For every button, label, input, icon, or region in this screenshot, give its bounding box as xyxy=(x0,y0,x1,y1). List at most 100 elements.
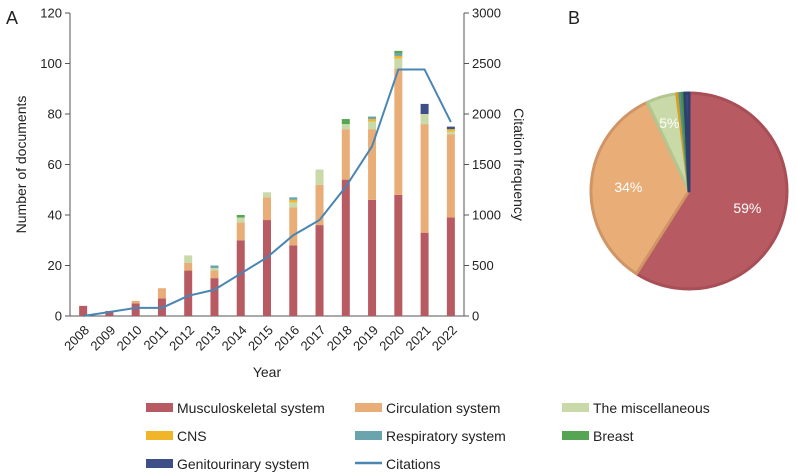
bar-segment xyxy=(368,119,377,122)
bar-segment xyxy=(131,300,140,304)
x-tick-label: 2014 xyxy=(219,322,250,353)
y-tick-label: 80 xyxy=(48,107,62,122)
panel-label-a: A xyxy=(6,8,18,28)
bar-segment xyxy=(184,262,193,271)
x-tick-label: 2010 xyxy=(114,322,145,353)
bar-segment xyxy=(368,199,377,316)
bar-segment xyxy=(263,220,271,316)
bar-segment xyxy=(79,305,88,316)
y-tick-label: 40 xyxy=(48,208,62,223)
legend-label: Citations xyxy=(386,456,440,472)
x-tick-label: 2019 xyxy=(350,322,381,353)
legend-label: The miscellaneous xyxy=(593,400,710,416)
citations-line xyxy=(82,68,452,317)
x-tick-label: 2015 xyxy=(245,322,276,353)
bar-segment xyxy=(210,265,219,269)
y2-tick-label: 500 xyxy=(472,258,494,273)
y-tick-label: 0 xyxy=(55,309,62,324)
legend-label: Breast xyxy=(593,428,634,444)
bar-segment xyxy=(446,217,455,316)
bar-segment xyxy=(420,124,429,233)
bar-segment xyxy=(394,68,403,195)
pie-slice-label: 59% xyxy=(733,200,761,216)
x-tick-label: 2018 xyxy=(324,322,355,353)
legend: Musculoskeletal system Circulation system… xyxy=(146,400,710,472)
bar-segment xyxy=(446,126,455,130)
x-tick-label: 2011 xyxy=(141,322,171,352)
y2-tick-label: 2000 xyxy=(472,107,501,122)
y-axis-title: Number of documents xyxy=(13,96,29,234)
y2-axis-title: Citation frequency xyxy=(511,108,527,221)
y2-tick-label: 2500 xyxy=(472,56,501,71)
x-tick-label: 2013 xyxy=(192,322,223,353)
x-tick-label: 2008 xyxy=(61,322,92,353)
x-tick-label: 2012 xyxy=(166,322,197,353)
bar-segment xyxy=(394,53,403,56)
y-tick-label: 120 xyxy=(40,6,62,21)
bar-segment xyxy=(446,129,455,132)
y2-tick-label: 1000 xyxy=(472,208,501,223)
bar-segment xyxy=(131,303,140,316)
legend-label: Circulation system xyxy=(386,400,500,416)
legend-swatch xyxy=(146,431,173,440)
bar-segment xyxy=(446,134,455,218)
y2-tick-label: 1500 xyxy=(472,157,501,172)
x-tick-label: 2016 xyxy=(271,322,302,353)
y-tick-label: 20 xyxy=(48,258,62,273)
legend-swatch xyxy=(355,431,382,440)
pie-slice-label: 34% xyxy=(614,179,642,195)
bar-segment xyxy=(341,179,350,316)
pie-slice xyxy=(683,91,691,193)
bar-segment xyxy=(157,288,166,299)
pie-slice xyxy=(634,91,789,291)
bar-segment xyxy=(236,222,245,241)
x-tick-label: 2020 xyxy=(376,322,407,353)
y2-tick-label: 3000 xyxy=(472,6,501,21)
bar-segment xyxy=(289,202,298,208)
legend-label: Genitourinary system xyxy=(177,456,309,472)
bar-segment xyxy=(315,184,324,226)
bar-segment xyxy=(394,50,403,54)
bar-segment xyxy=(263,192,271,198)
bar-chart: 0 20 40 60 80 100 120 0 500 1000 1500 2000 2500 3000 2… xyxy=(13,6,527,381)
bar-segment xyxy=(368,129,377,200)
bar-segment xyxy=(236,217,245,223)
x-tick-label: 2022 xyxy=(429,322,460,353)
bar-segment xyxy=(263,197,271,221)
legend-swatch xyxy=(146,403,173,412)
bar-segment xyxy=(341,124,350,130)
x-tick-label: 2021 xyxy=(403,322,434,353)
x-tick-label: 2009 xyxy=(87,322,118,353)
legend-label: CNS xyxy=(177,428,207,444)
y-tick-label: 60 xyxy=(48,157,62,172)
bar-segment xyxy=(446,131,455,135)
bar-segment xyxy=(236,240,245,316)
bar-segment xyxy=(420,232,429,316)
legend-swatch xyxy=(562,403,589,412)
pie-chart: 59% 34% 5% xyxy=(589,91,789,291)
y-tick-label: 100 xyxy=(40,56,62,71)
bar-segment xyxy=(368,116,377,120)
bar-segment xyxy=(341,129,350,180)
bar-segment xyxy=(368,121,377,130)
bar-segment xyxy=(289,245,298,316)
bar-segment xyxy=(394,55,403,59)
bar-segment xyxy=(236,215,245,218)
legend-swatch xyxy=(562,431,589,440)
bar-segment xyxy=(184,270,193,316)
bar-segment xyxy=(210,278,219,316)
bar-segment xyxy=(394,58,403,69)
legend-swatch xyxy=(146,459,173,468)
bar-segment xyxy=(184,255,193,263)
bar-segment xyxy=(341,119,350,125)
pie-slice xyxy=(589,100,691,276)
legend-label: Musculoskeletal system xyxy=(177,400,325,416)
bar-segment xyxy=(420,114,429,125)
bar-segment xyxy=(289,207,298,246)
legend-swatch xyxy=(355,403,382,412)
y2-tick-label: 0 xyxy=(472,309,479,324)
bar-segment xyxy=(210,268,219,271)
bar-segment xyxy=(210,270,219,279)
bar-segment xyxy=(105,310,114,316)
